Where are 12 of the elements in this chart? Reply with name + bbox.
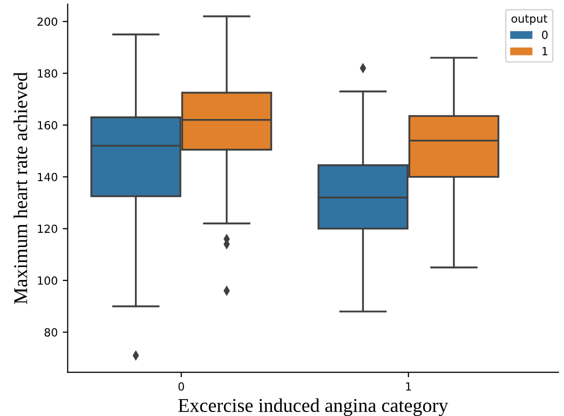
- legend-label: 1: [542, 47, 548, 56]
- y-tick-label: 120: [38, 224, 58, 234]
- legend-title: output: [512, 14, 548, 25]
- y-axis-title: Maximum heart rate achieved: [14, 72, 28, 304]
- y-tick-label: 140: [38, 172, 58, 182]
- y-tick-label: 200: [38, 17, 58, 26]
- y-tick-label: 180: [38, 69, 58, 78]
- y-tick-label: 80: [44, 328, 58, 337]
- legend-label: 0: [542, 30, 548, 40]
- y-tick-label: 100: [38, 276, 58, 285]
- x-axis-title: Excercise induced angina category: [178, 398, 448, 416]
- y-tick-label: 160: [38, 121, 58, 130]
